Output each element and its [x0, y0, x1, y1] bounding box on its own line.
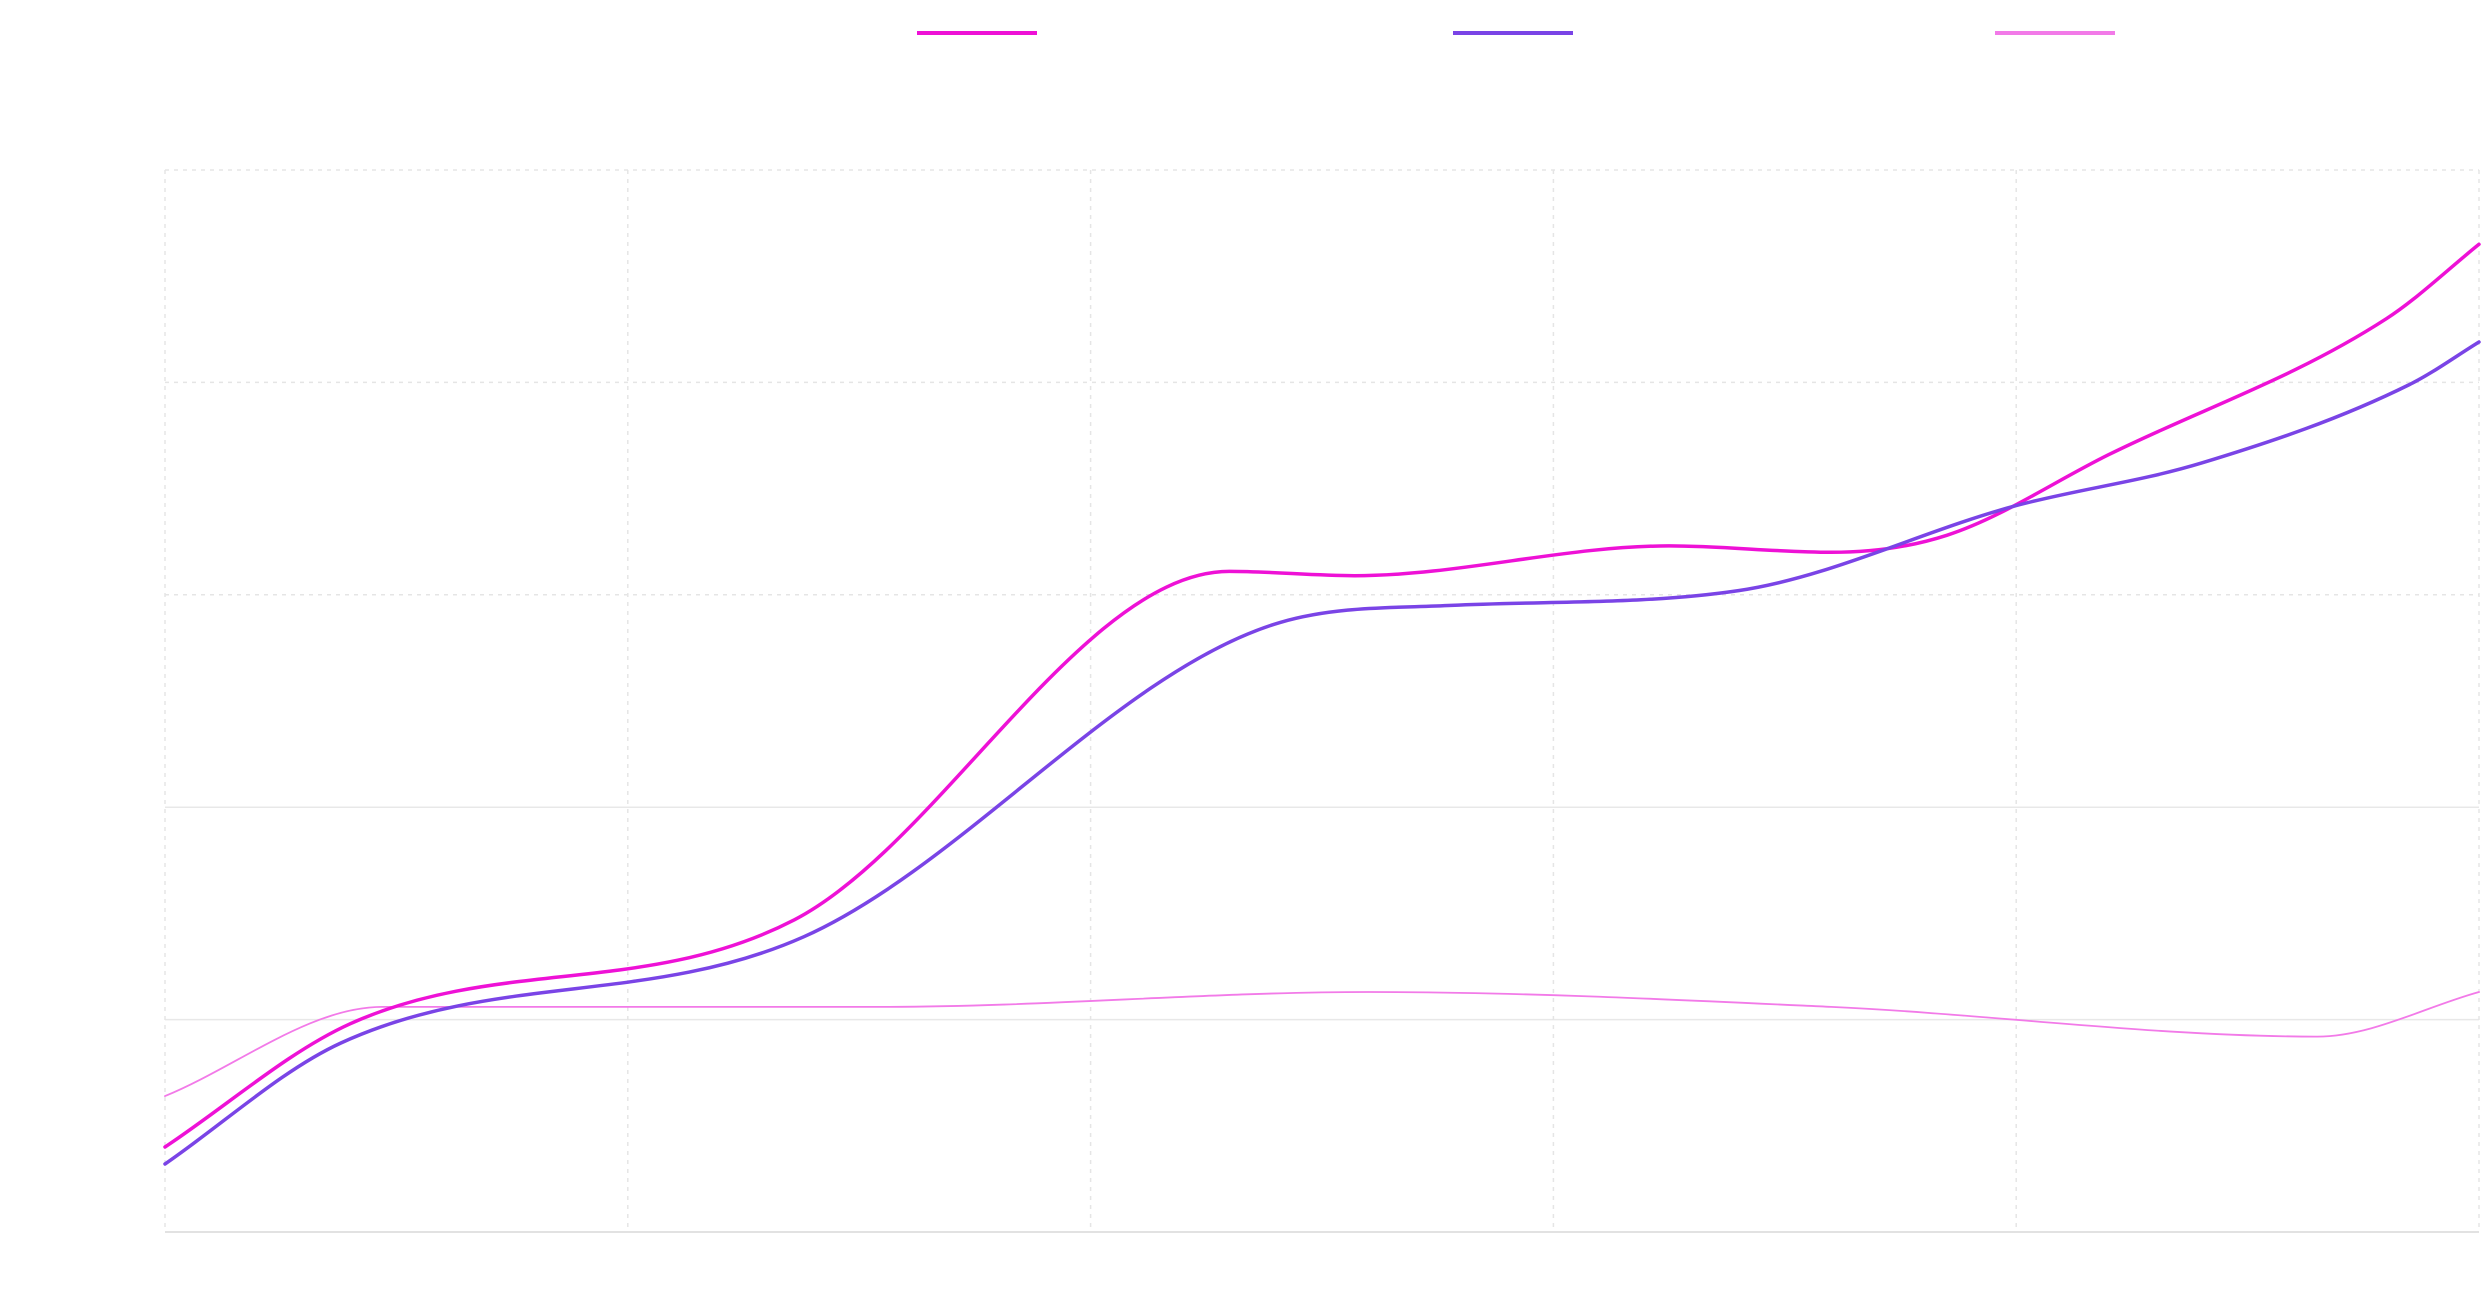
series-layer: [163, 242, 2481, 1166]
axes: [164, 170, 2479, 1233]
series-line-3: [164, 991, 2480, 1097]
grid: [165, 169, 2480, 1232]
series-line-1: [163, 242, 2481, 1149]
series-line-2: [163, 340, 2481, 1166]
plot-area: [163, 169, 2481, 1233]
